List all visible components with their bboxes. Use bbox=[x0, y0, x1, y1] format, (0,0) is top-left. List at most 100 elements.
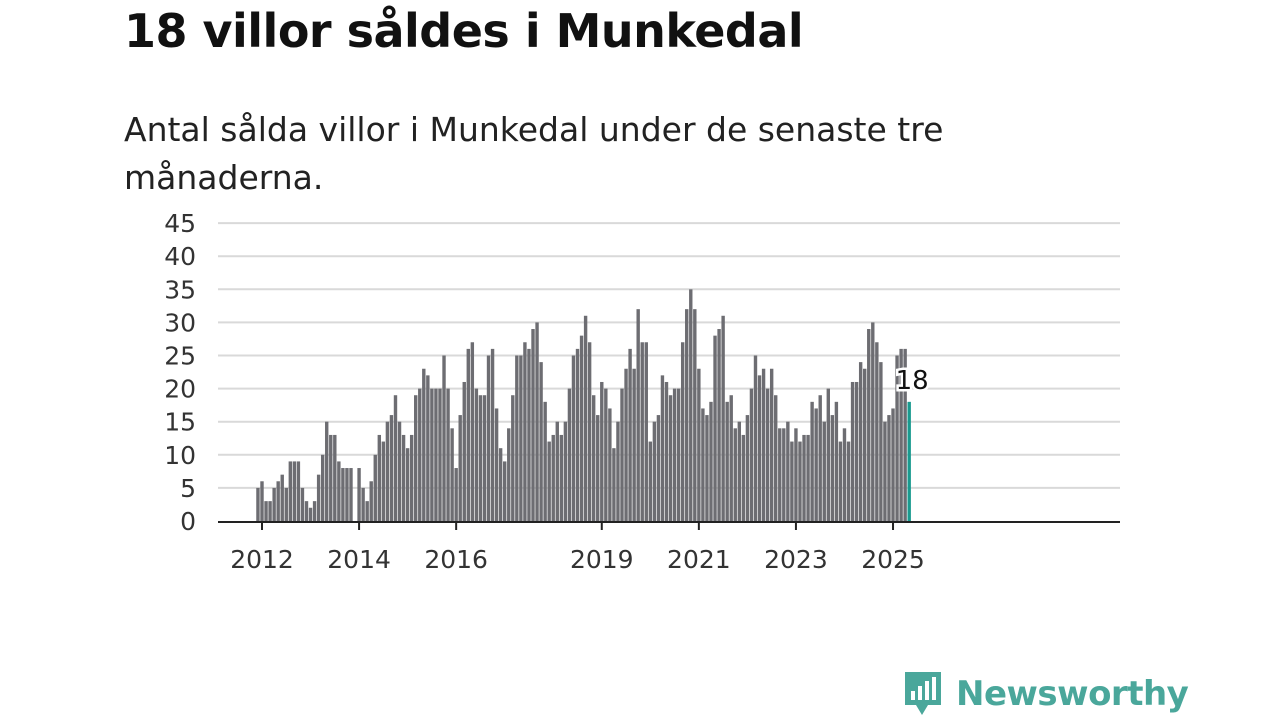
bar bbox=[786, 421, 790, 521]
bar bbox=[405, 448, 410, 521]
bar bbox=[806, 434, 810, 521]
bar bbox=[300, 487, 305, 521]
bar bbox=[515, 355, 519, 521]
y-tick-label: 30 bbox=[164, 308, 196, 337]
bar bbox=[705, 415, 709, 521]
chart-title: 18 villor såldes i Munkedal bbox=[124, 4, 804, 58]
x-tick-label: 2025 bbox=[861, 545, 925, 574]
bar bbox=[810, 401, 814, 521]
bar bbox=[636, 309, 640, 521]
bar bbox=[850, 381, 855, 521]
x-tick-label: 2016 bbox=[424, 545, 488, 574]
bar bbox=[474, 388, 479, 521]
bar bbox=[871, 322, 875, 521]
bar bbox=[385, 421, 390, 521]
x-tick-label: 2014 bbox=[327, 545, 391, 574]
bar bbox=[333, 434, 337, 521]
bar bbox=[482, 395, 487, 521]
bar bbox=[798, 441, 802, 521]
y-tick-label: 40 bbox=[164, 242, 196, 271]
bar bbox=[656, 415, 661, 521]
bar bbox=[644, 342, 648, 521]
bar bbox=[721, 315, 725, 521]
bar bbox=[486, 355, 491, 521]
bar bbox=[579, 335, 584, 521]
bar bbox=[511, 395, 515, 521]
bar bbox=[875, 342, 879, 521]
x-tick-label: 2021 bbox=[667, 545, 731, 574]
bar bbox=[583, 315, 588, 521]
bar bbox=[490, 348, 495, 521]
bar bbox=[591, 395, 596, 521]
bar bbox=[426, 375, 430, 521]
bar bbox=[685, 309, 689, 521]
y-tick-label: 15 bbox=[164, 408, 196, 437]
bar bbox=[337, 461, 341, 521]
bar bbox=[272, 487, 276, 521]
bar bbox=[818, 395, 822, 521]
bar bbox=[778, 428, 782, 521]
bar bbox=[725, 401, 729, 521]
bar bbox=[260, 481, 264, 521]
bar bbox=[498, 448, 503, 521]
bar bbox=[895, 355, 899, 521]
bar bbox=[693, 309, 697, 521]
bar bbox=[531, 329, 535, 521]
bar bbox=[296, 461, 301, 521]
bar bbox=[288, 461, 293, 521]
chart-subtitle: Antal sålda villor i Munkedal under de s… bbox=[124, 110, 944, 197]
x-tick-label: 2012 bbox=[230, 545, 294, 574]
bar bbox=[365, 501, 369, 521]
x-tick-label: 2023 bbox=[764, 545, 828, 574]
bar bbox=[543, 401, 547, 521]
bar bbox=[389, 415, 394, 521]
bar bbox=[349, 468, 353, 521]
bar bbox=[632, 368, 636, 521]
bar bbox=[830, 415, 835, 521]
bar bbox=[761, 368, 766, 521]
bar bbox=[430, 388, 434, 521]
y-tick-label: 0 bbox=[180, 507, 196, 536]
bar bbox=[822, 421, 826, 521]
bar bbox=[503, 461, 507, 521]
bar bbox=[652, 421, 657, 521]
bar bbox=[466, 348, 470, 521]
bar bbox=[600, 381, 604, 521]
bar bbox=[357, 468, 361, 521]
bar bbox=[369, 481, 373, 521]
bar bbox=[454, 468, 458, 521]
bar bbox=[745, 415, 750, 521]
bar bbox=[567, 388, 572, 521]
bar bbox=[470, 342, 475, 521]
bar bbox=[462, 381, 466, 521]
bar bbox=[612, 448, 616, 521]
bar bbox=[899, 348, 903, 521]
bar bbox=[604, 388, 608, 521]
brand-name: Newsworthy bbox=[956, 674, 1189, 714]
bar bbox=[640, 342, 644, 521]
bar bbox=[539, 362, 543, 521]
bar bbox=[757, 375, 762, 521]
bar bbox=[842, 428, 847, 521]
bar bbox=[802, 434, 806, 521]
bar bbox=[422, 368, 426, 521]
bar bbox=[689, 289, 693, 521]
bar bbox=[903, 348, 907, 521]
bar bbox=[563, 421, 568, 521]
bar bbox=[304, 501, 309, 521]
bar bbox=[814, 408, 818, 521]
bar bbox=[256, 487, 260, 521]
bar bbox=[345, 468, 349, 521]
bar bbox=[680, 342, 685, 521]
bar bbox=[749, 388, 754, 521]
bar bbox=[867, 329, 871, 521]
bar bbox=[729, 395, 733, 521]
latest-value-label: 18 bbox=[896, 366, 929, 396]
bar bbox=[325, 421, 329, 521]
bar bbox=[414, 395, 418, 521]
bar-latest bbox=[907, 401, 911, 521]
bar bbox=[397, 421, 402, 521]
bar bbox=[361, 487, 365, 521]
bar bbox=[535, 322, 539, 521]
